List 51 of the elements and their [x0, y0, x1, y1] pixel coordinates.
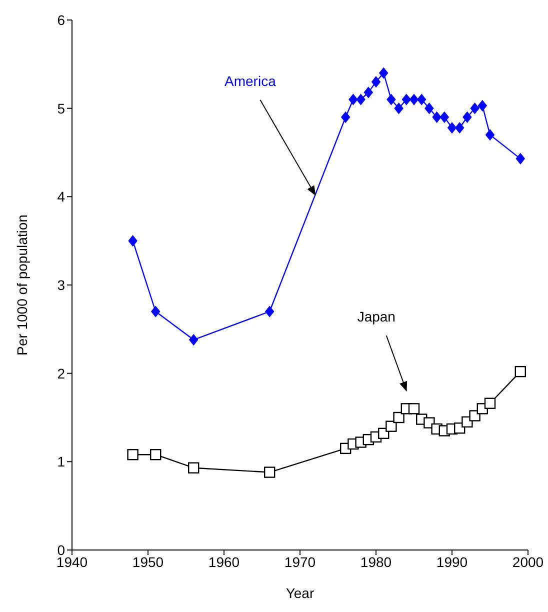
point — [372, 76, 380, 88]
x-tick-label: 1990 — [436, 554, 468, 570]
point — [455, 122, 464, 134]
point — [386, 420, 397, 432]
point — [417, 94, 426, 105]
point — [356, 94, 366, 105]
point — [402, 94, 411, 105]
point — [394, 102, 404, 114]
point — [151, 306, 160, 317]
x-tick-label: 1970 — [284, 554, 316, 570]
point — [127, 449, 138, 460]
point — [348, 94, 358, 105]
point — [150, 449, 162, 460]
text: Japan — [357, 308, 396, 325]
text: America — [224, 72, 276, 89]
y-tick-label: 6 — [57, 12, 66, 28]
y-tick-label: 0 — [57, 542, 66, 558]
point — [264, 466, 276, 478]
y-tick-label: 1 — [57, 454, 66, 470]
point — [393, 412, 404, 424]
point — [189, 334, 198, 346]
point — [462, 112, 472, 123]
y-tick-label: 2 — [57, 365, 66, 382]
point — [440, 112, 449, 123]
x-tick-label: 1960 — [208, 554, 240, 570]
y-tick-label: 4 — [57, 188, 66, 205]
y-tick-label: 5 — [57, 100, 66, 116]
point — [386, 94, 396, 105]
point — [341, 112, 350, 123]
point — [379, 68, 388, 78]
point — [514, 366, 526, 378]
point — [448, 122, 456, 134]
point — [128, 235, 138, 246]
point — [516, 153, 525, 164]
point — [424, 102, 434, 114]
point — [410, 94, 418, 105]
y-tick-label: 3 — [57, 276, 66, 293]
point — [432, 112, 442, 123]
point — [364, 86, 373, 98]
point — [478, 100, 487, 112]
point — [484, 398, 496, 409]
x-tick-label: 1950 — [132, 554, 164, 570]
point — [486, 129, 494, 140]
x-axis-title: Year — [286, 585, 314, 601]
y-axis-title: Per 1000 of population — [14, 214, 30, 356]
x-tick-label: 2000 — [512, 554, 544, 570]
point — [408, 403, 420, 414]
point — [470, 102, 480, 114]
x-tick-label: 1980 — [360, 554, 392, 570]
point — [188, 462, 200, 474]
point — [265, 306, 274, 317]
